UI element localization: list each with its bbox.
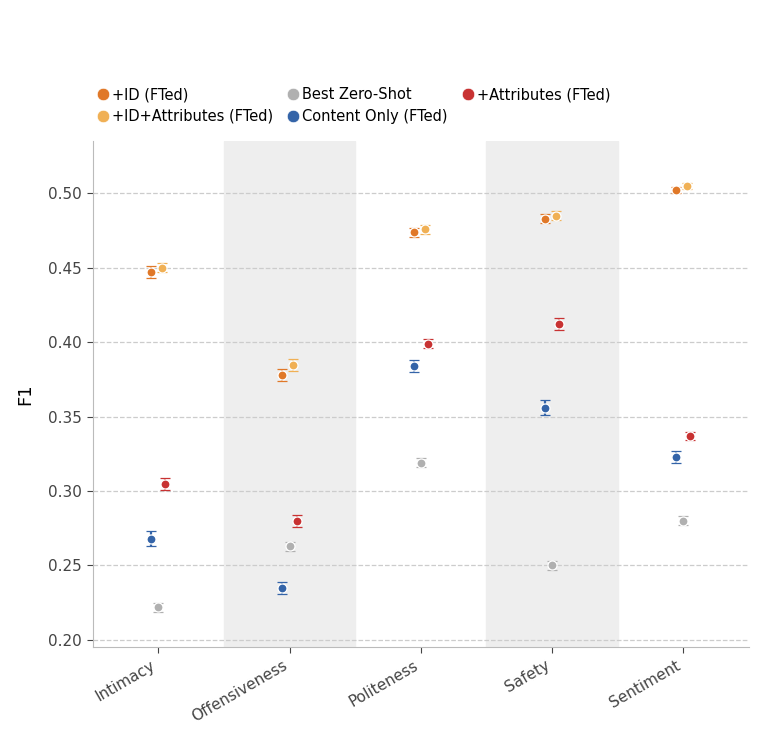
Legend: +ID (FTed), +ID+Attributes (FTed), Best Zero-Shot, Content Only (FTed), +Attribu: +ID (FTed), +ID+Attributes (FTed), Best …: [100, 87, 610, 124]
Y-axis label: F1: F1: [16, 383, 35, 405]
Bar: [486, 141, 618, 647]
Bar: [224, 141, 355, 647]
